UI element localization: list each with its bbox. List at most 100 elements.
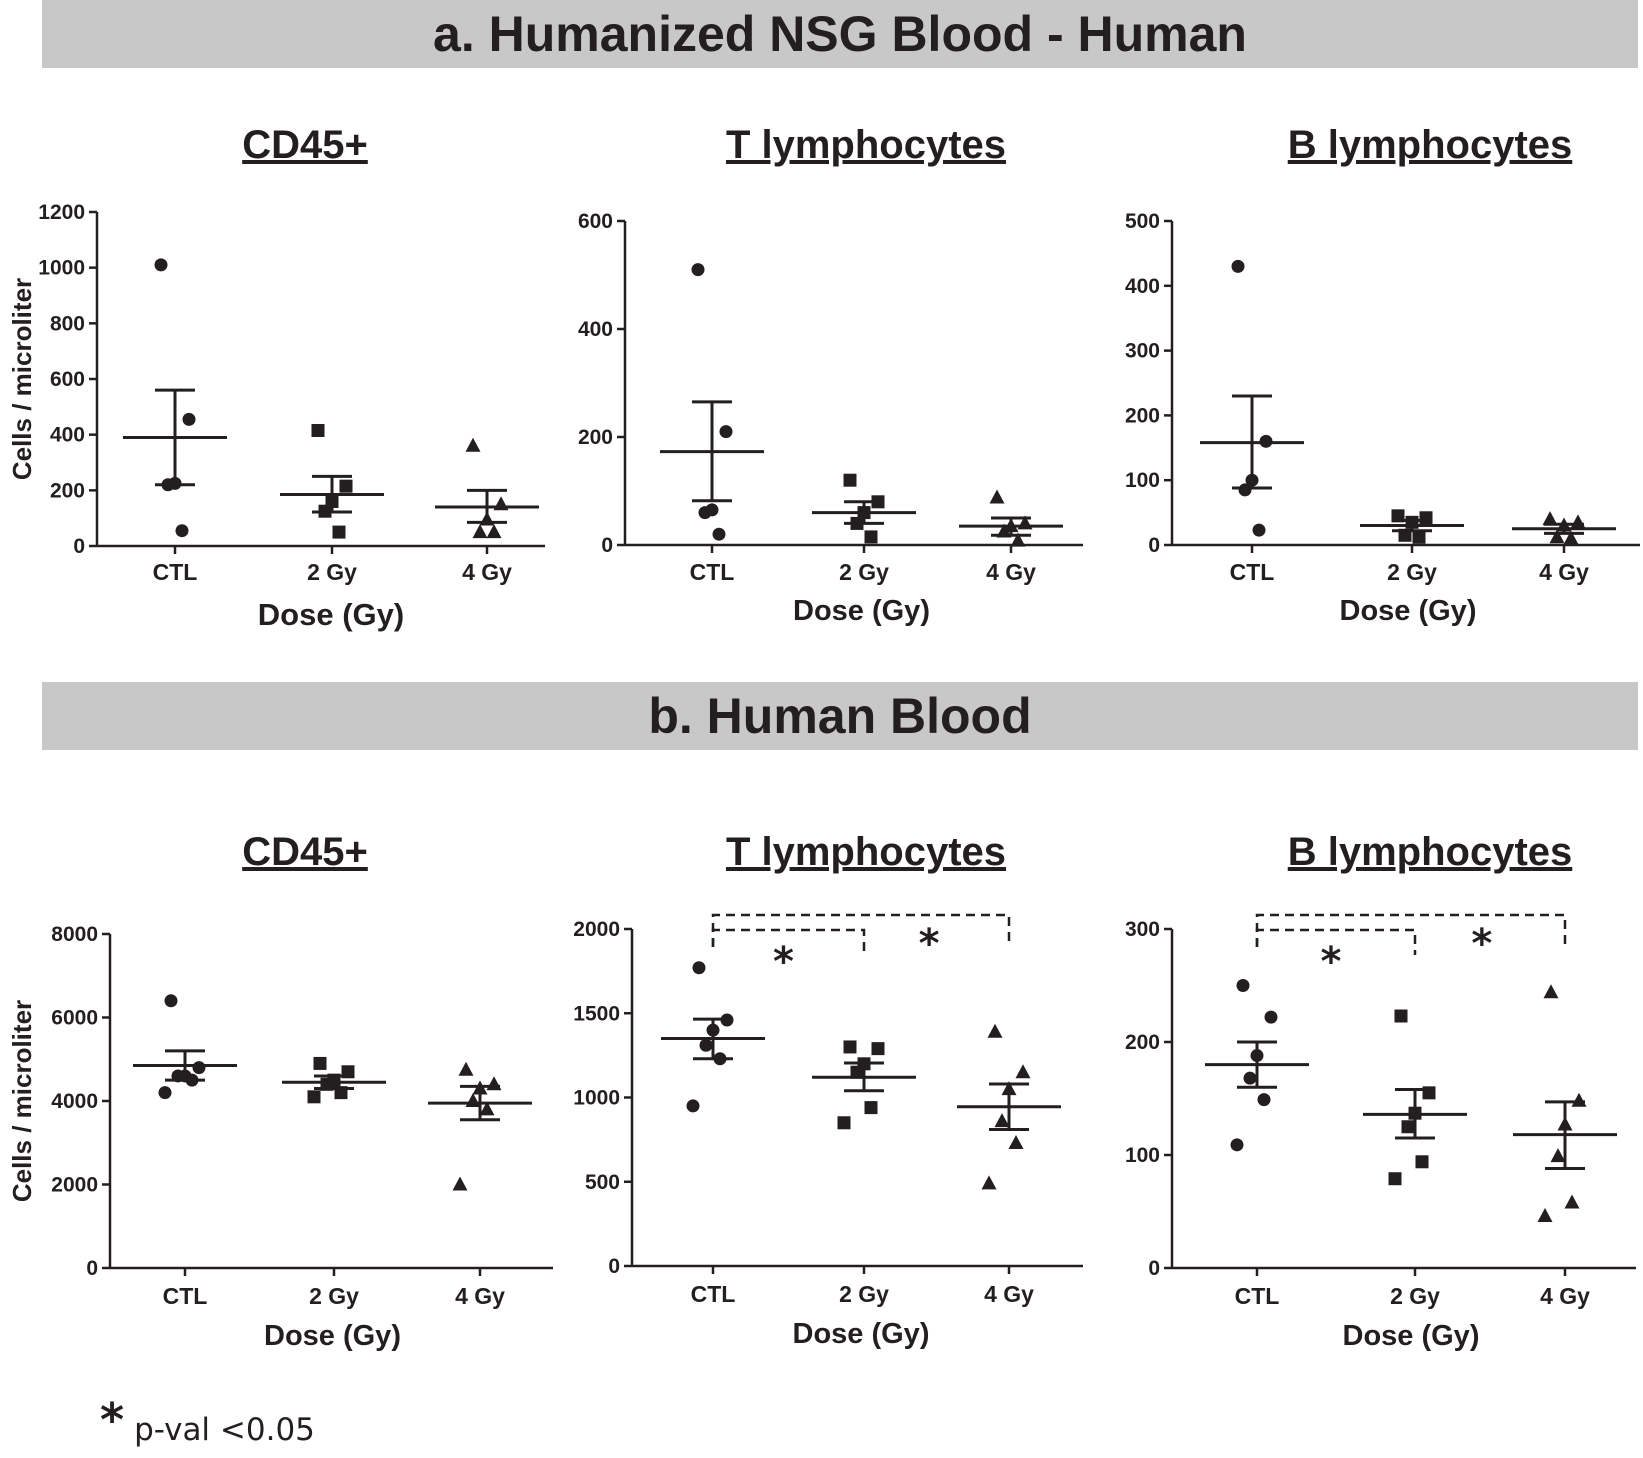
chart-title: T lymphocytes	[726, 123, 1006, 167]
x-tick-label: CTL	[1230, 559, 1275, 585]
data-point	[981, 1175, 997, 1190]
series-2-gy	[1360, 509, 1464, 544]
data-point	[1570, 514, 1586, 529]
y-tick-label: 1200	[38, 201, 85, 224]
data-point	[1415, 1155, 1429, 1169]
data-point	[1264, 1010, 1278, 1024]
y-tick-label: 200	[1125, 404, 1160, 427]
chart-b-b: B lymphocytes 0 100 200 300 CTL 2 Gy 4 Gy Dose (…	[1125, 830, 1636, 1352]
data-point	[1388, 1172, 1402, 1186]
data-point	[994, 1113, 1010, 1128]
chart-title: CD45+	[242, 830, 368, 874]
y-tick-label: 200	[578, 426, 613, 449]
series-ctl	[1200, 259, 1304, 537]
data-point	[1230, 1138, 1244, 1152]
y-tick-label: 8000	[51, 923, 98, 946]
y-tick-label: 200	[50, 479, 85, 502]
data-point	[154, 258, 168, 272]
series-ctl	[133, 994, 237, 1100]
chart-b-cd45: CD45+ 0 2000 4000 6000 8000 CTL 2 Gy 4 Gy Dose (G…	[7, 830, 553, 1352]
x-axis-label: Dose (Gy)	[264, 1320, 401, 1352]
y-tick-label: 1500	[573, 1002, 620, 1025]
data-point	[712, 527, 726, 541]
series-2-gy	[280, 423, 384, 539]
panel-a-title: a. Humanized NSG Blood - Human	[433, 6, 1247, 62]
y-axis-label: Cells / microliter	[7, 1000, 37, 1202]
chart-a-t: T lymphocytes 0 200 400 600 CTL 2 Gy 4 Gy Dose (…	[578, 123, 1083, 627]
y-tick-label: 300	[1125, 918, 1160, 941]
panel-a-banner: a. Humanized NSG Blood - Human	[42, 0, 1638, 68]
data-point	[1243, 1071, 1257, 1085]
x-axis-label: Dose (Gy)	[1340, 595, 1477, 627]
data-point	[486, 1076, 502, 1091]
x-tick-label: 4 Gy	[455, 1283, 505, 1309]
data-point	[843, 1040, 857, 1054]
significance-star: *	[773, 939, 794, 985]
x-axis-label: Dose (Gy)	[793, 595, 930, 627]
x-tick-label: 2 Gy	[1390, 1283, 1440, 1309]
data-point	[164, 994, 178, 1008]
data-point	[691, 263, 705, 277]
data-point	[465, 437, 481, 452]
data-point	[698, 506, 712, 520]
x-tick-label: 2 Gy	[839, 1281, 889, 1307]
significance-star: *	[1471, 921, 1492, 967]
y-tick-label: 400	[578, 318, 613, 341]
x-axis-label: Dose (Gy)	[1343, 1320, 1480, 1352]
data-point	[472, 524, 488, 539]
panel-b-title: b. Human Blood	[648, 688, 1032, 744]
data-point	[1015, 1064, 1031, 1079]
data-point	[486, 524, 502, 539]
chart-title: B lymphocytes	[1288, 123, 1573, 167]
y-tick-label: 2000	[573, 918, 620, 941]
series-ctl	[661, 961, 765, 1113]
y-tick-label: 0	[1148, 534, 1160, 557]
y-axis-label: Cells / microliter	[7, 278, 37, 480]
series-4-gy	[1512, 511, 1616, 545]
data-point	[1401, 1120, 1415, 1134]
data-point	[1543, 984, 1559, 999]
x-axis-label: Dose (Gy)	[793, 1318, 930, 1350]
data-point	[871, 1042, 885, 1056]
data-point	[850, 1065, 864, 1079]
y-tick-label: 2000	[51, 1174, 98, 1197]
series-ctl	[1205, 979, 1309, 1152]
significance-star: *	[919, 921, 940, 967]
y-tick-label: 100	[1125, 1144, 1160, 1167]
x-axis-label: Dose (Gy)	[258, 597, 404, 632]
series-4-gy	[428, 1061, 532, 1191]
panel-b-banner: b. Human Blood	[42, 682, 1638, 750]
y-tick-label: 0	[601, 534, 613, 557]
x-tick-label: CTL	[1235, 1283, 1280, 1309]
data-point	[332, 525, 346, 539]
data-point	[1549, 529, 1565, 544]
x-tick-label: 4 Gy	[986, 559, 1036, 585]
chart-title: B lymphocytes	[1288, 830, 1573, 874]
significance-star: *	[1321, 939, 1342, 985]
data-point	[1008, 1134, 1024, 1149]
data-point	[1571, 1092, 1587, 1107]
y-tick-label: 4000	[51, 1090, 98, 1113]
y-tick-label: 100	[1125, 469, 1160, 492]
data-point	[182, 412, 196, 426]
data-point	[175, 524, 189, 538]
series-2-gy	[812, 473, 916, 544]
data-point	[692, 961, 706, 975]
data-point	[465, 1093, 481, 1107]
series-ctl	[660, 263, 764, 541]
y-tick-label: 6000	[51, 1007, 98, 1030]
data-point	[452, 1176, 468, 1191]
data-point	[1419, 511, 1433, 525]
data-point	[1537, 1208, 1553, 1223]
significance-bracket	[711, 913, 1011, 947]
data-point	[699, 1038, 713, 1052]
data-point	[1542, 511, 1558, 526]
data-point	[837, 1116, 851, 1130]
series-4-gy	[957, 1023, 1061, 1190]
series-ctl	[123, 258, 227, 538]
chart-a-b: B lymphocytes 0 100 200 300 400 500 CTL 2 Gy 4 Gy…	[1125, 123, 1640, 627]
data-point	[719, 425, 733, 439]
data-point	[987, 1023, 1003, 1038]
legend-text: p-val <0.05	[134, 1412, 315, 1448]
data-point	[1550, 1148, 1566, 1163]
